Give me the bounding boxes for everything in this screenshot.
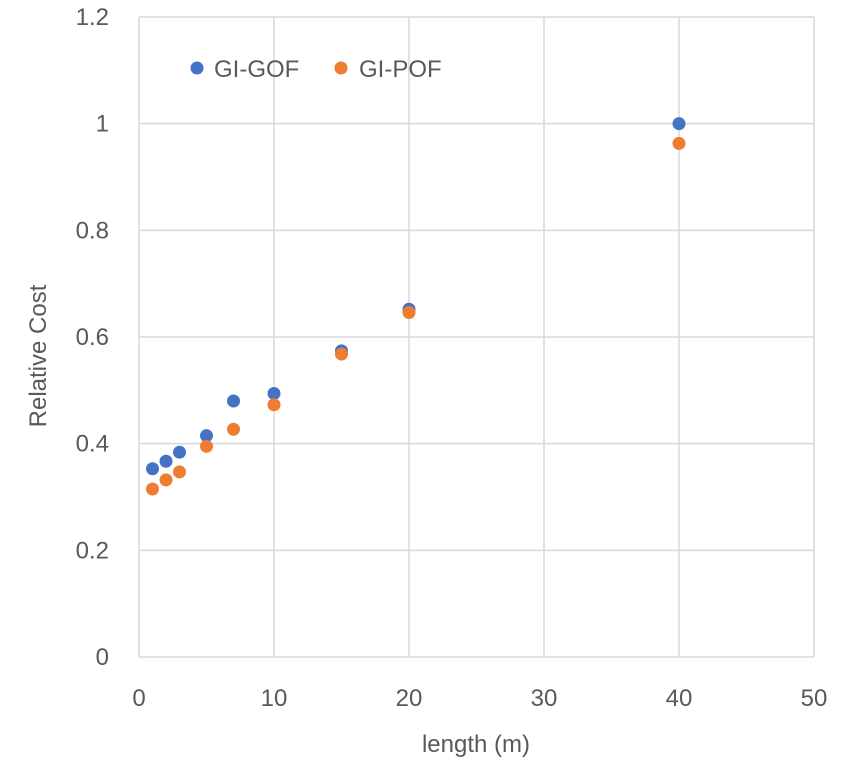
x-tick-label: 0 <box>132 685 145 712</box>
legend-label: GI-GOF <box>214 56 299 83</box>
x-axis-title: length (m) <box>422 731 530 758</box>
data-point-gi-pof <box>200 439 213 453</box>
data-point-gi-pof <box>159 473 173 487</box>
y-axis-title: Relative Cost <box>25 284 52 427</box>
data-point-gi-pof <box>173 465 186 479</box>
data-point-gi-gof <box>267 387 281 401</box>
legend-marker <box>334 61 348 75</box>
data-point-gi-pof <box>402 305 416 319</box>
x-tick-label: 20 <box>396 685 423 712</box>
legend: GI-GOF GI-POF <box>190 56 442 83</box>
data-points <box>146 117 686 496</box>
data-point-gi-pof <box>227 422 240 436</box>
data-point-gi-gof <box>672 117 686 131</box>
data-point-gi-gof <box>173 445 186 459</box>
legend-marker <box>190 61 204 75</box>
y-tick-label: 1.2 <box>76 4 109 31</box>
y-tick-label: 0.8 <box>76 217 109 244</box>
y-tick-label: 1 <box>96 111 109 138</box>
data-point-gi-pof <box>146 482 159 496</box>
data-point-gi-gof <box>159 454 173 468</box>
x-tick-label: 10 <box>261 685 288 712</box>
data-point-gi-gof <box>200 429 213 443</box>
data-point-gi-pof <box>335 347 348 361</box>
data-point-gi-pof <box>672 136 686 150</box>
data-point-gi-gof <box>227 394 240 408</box>
x-tick-label: 30 <box>531 685 558 712</box>
data-point-gi-pof <box>267 398 281 412</box>
legend-label: GI-POF <box>359 56 442 83</box>
y-tick-label: 0.2 <box>76 537 109 564</box>
tick-labels: 0 0.2 0.4 0.6 0.8 1 1.2 0 10 20 30 40 50 <box>76 4 828 712</box>
x-tick-label: 40 <box>666 685 693 712</box>
y-tick-label: 0.4 <box>76 431 109 458</box>
y-tick-label: 0 <box>96 644 109 671</box>
data-point-gi-gof <box>146 462 159 476</box>
gridlines <box>138 16 815 658</box>
x-tick-label: 50 <box>801 685 828 712</box>
y-tick-label: 0.6 <box>76 324 109 351</box>
